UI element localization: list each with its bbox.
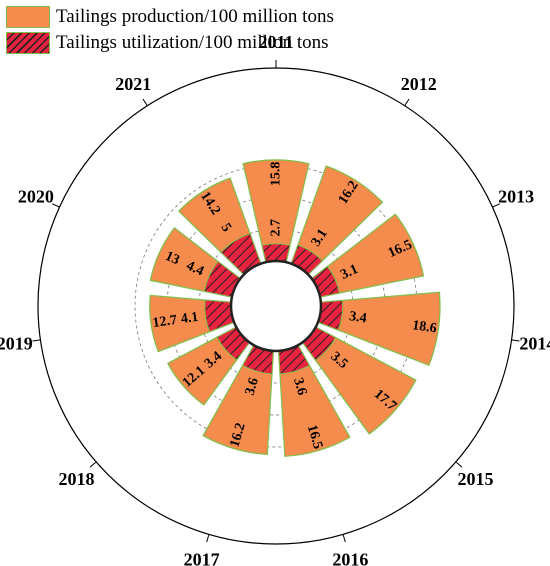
category-label: 2012 xyxy=(401,74,437,94)
legend-swatch-utilization xyxy=(6,32,50,54)
utilization-value-label: 3.4 xyxy=(348,309,367,326)
category-tick xyxy=(342,534,346,543)
utilization-value-label: 3.1 xyxy=(338,262,360,283)
category-tick xyxy=(142,98,148,107)
legend-label-utilization: Tailings utilization/100 million tons xyxy=(56,32,329,53)
utilization-value-label: 2.7 xyxy=(269,219,284,237)
category-label: 2015 xyxy=(458,469,494,489)
legend-label-production: Tailings production/100 million tons xyxy=(56,6,334,27)
category-tick xyxy=(52,203,60,208)
category-label: 2016 xyxy=(332,549,368,566)
category-label: 2014 xyxy=(519,334,550,354)
utilization-value-label: 4.1 xyxy=(180,310,199,327)
production-value-label: 13 xyxy=(163,249,182,268)
category-label: 2021 xyxy=(115,74,151,94)
category-tick xyxy=(511,339,520,342)
utilization-bar xyxy=(204,299,235,333)
inner-ring xyxy=(229,259,323,353)
category-label: 2013 xyxy=(498,186,534,206)
category-label: 2019 xyxy=(0,334,33,354)
legend-item-utilization: Tailings utilization/100 million tons xyxy=(6,30,334,56)
category-tick xyxy=(206,534,210,543)
production-value-label: 15.8 xyxy=(269,162,284,187)
production-value-label: 16.5 xyxy=(304,423,325,451)
category-tick xyxy=(32,339,41,342)
category-label: 2020 xyxy=(18,186,54,206)
production-value-label: 16.2 xyxy=(227,421,248,449)
category-tick xyxy=(404,98,410,107)
utilization-value-label: 3.6 xyxy=(243,376,262,397)
category-tick xyxy=(492,203,500,208)
utilization-value-label: 3.6 xyxy=(290,376,309,397)
category-label: 2011 xyxy=(258,32,293,52)
legend: Tailings production/100 million tons Tai… xyxy=(6,4,334,56)
category-tick xyxy=(455,461,463,468)
legend-item-production: Tailings production/100 million tons xyxy=(6,4,334,30)
bars xyxy=(149,159,441,457)
production-value-label: 12.7 xyxy=(152,313,178,331)
category-label: 2018 xyxy=(58,469,94,489)
category-tick xyxy=(89,461,97,468)
utilization-value-label: 4.4 xyxy=(184,259,206,280)
utilization-bar xyxy=(261,243,291,263)
category-label: 2017 xyxy=(184,549,220,566)
legend-swatch-production xyxy=(6,6,50,28)
production-value-label: 18.6 xyxy=(411,318,437,336)
